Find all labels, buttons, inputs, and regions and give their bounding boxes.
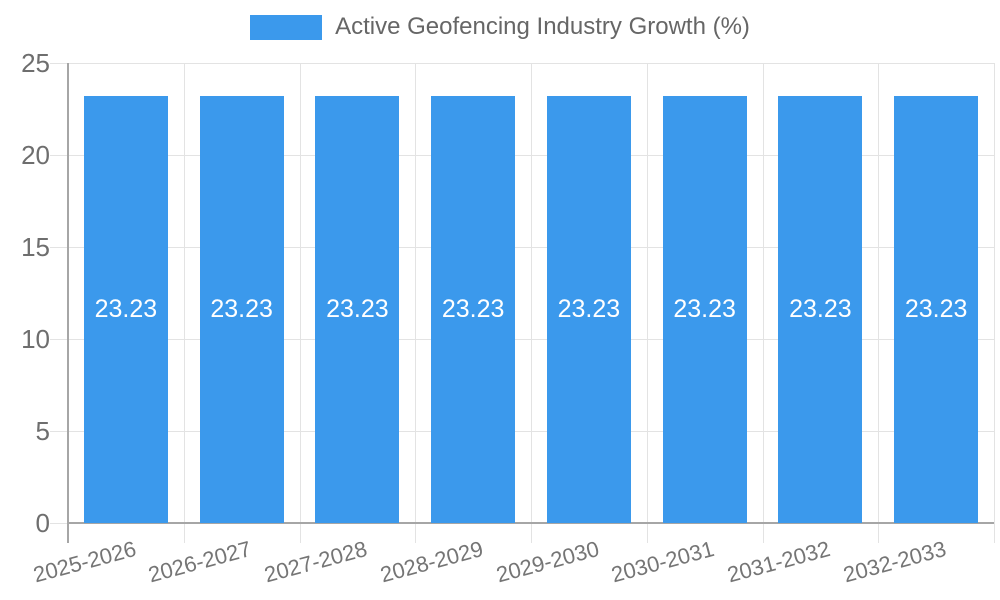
bar[interactable]: 23.23 (778, 95, 863, 523)
bar[interactable]: 23.23 (431, 95, 516, 523)
y-axis-tick-label: 25 (21, 48, 50, 78)
x-axis-tick-label: 2029-2030 (493, 536, 602, 588)
x-axis-tick-label: 2032-2033 (840, 536, 949, 588)
y-axis-tick-label: 5 (35, 416, 50, 446)
y-axis-tick-label: 10 (21, 324, 50, 354)
legend: Active Geofencing Industry Growth (%) (0, 12, 1000, 42)
bar-value-label: 23.23 (904, 294, 968, 323)
gridline-vertical (878, 63, 880, 543)
gridline-vertical (531, 63, 532, 543)
y-axis-tick-label: 20 (21, 140, 50, 170)
x-axis-line (68, 522, 994, 524)
x-axis-tick-label: 2028-2029 (377, 536, 486, 588)
x-axis-tick-label: 2031-2032 (724, 536, 833, 588)
x-axis-tick-label: 2027-2028 (261, 536, 370, 588)
bar[interactable]: 23.23 (894, 95, 979, 523)
bar-value-label: 23.23 (557, 294, 621, 323)
x-axis-tick-label: 2026-2027 (145, 536, 255, 588)
gridline-vertical (415, 63, 417, 543)
y-axis-tick-label: 0 (35, 508, 50, 538)
bar-value-label: 23.23 (94, 294, 158, 323)
gridline-vertical (646, 63, 648, 543)
x-axis-tick-label: 2030-2031 (608, 536, 718, 588)
bar-value-label: 23.23 (210, 294, 273, 323)
bar-value-label: 23.23 (326, 294, 389, 323)
gridline-horizontal (50, 339, 994, 340)
bar[interactable]: 23.23 (662, 95, 747, 523)
gridline-horizontal (50, 431, 994, 432)
gridline-vertical (994, 63, 995, 543)
y-axis-line (67, 63, 69, 543)
bar[interactable]: 23.23 (546, 95, 631, 523)
x-axis-tick-label: 2025-2026 (30, 536, 139, 588)
bar-value-label: 23.23 (673, 294, 736, 323)
gridline-vertical (183, 63, 185, 543)
legend-label: Active Geofencing Industry Growth (%) (335, 13, 750, 40)
bar[interactable]: 23.23 (199, 95, 284, 523)
bar-value-label: 23.23 (789, 294, 852, 323)
y-axis-tick-label: 15 (21, 232, 50, 262)
bar[interactable]: 23.23 (83, 95, 168, 523)
gridline-vertical (762, 63, 764, 543)
bar-value-label: 23.23 (441, 294, 505, 323)
gridline-horizontal (50, 155, 994, 156)
gridline-horizontal (50, 63, 994, 64)
gridline-horizontal (50, 247, 994, 248)
y-tick-mark (50, 523, 68, 524)
bar[interactable]: 23.23 (315, 95, 400, 523)
gridline-vertical (299, 63, 301, 543)
legend-swatch-icon (250, 14, 323, 40)
legend-item[interactable]: Active Geofencing Industry Growth (%) (250, 12, 750, 42)
